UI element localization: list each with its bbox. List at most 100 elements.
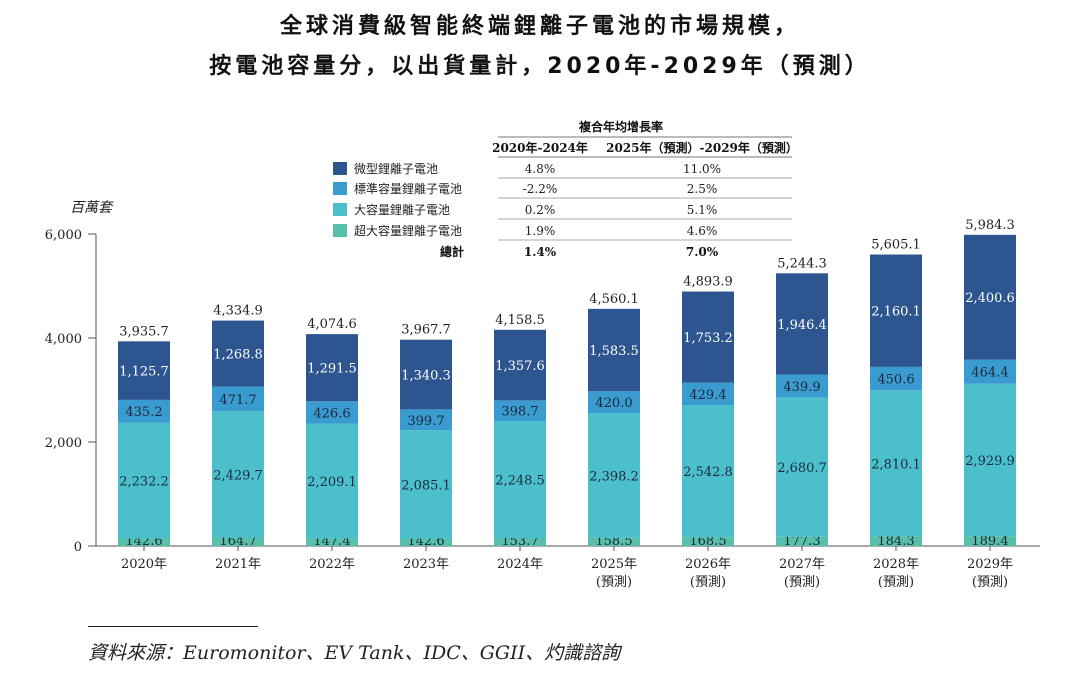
- bar-segment-standard: [494, 400, 546, 422]
- data-label-standard: 471.7: [219, 393, 256, 408]
- data-label-micro: 1,357.6: [495, 359, 545, 374]
- bar-segment-standard: [682, 382, 734, 406]
- total-label: 4,074.6: [307, 317, 357, 332]
- data-label-xlarge: 164.7: [219, 534, 256, 549]
- bar-segment-micro: [870, 254, 922, 367]
- data-label-micro: 1,753.2: [683, 331, 733, 346]
- cagr-value: 4.6%: [687, 224, 718, 238]
- bar-segment-standard: [212, 386, 264, 412]
- x-tick-label: 2020年: [121, 557, 167, 572]
- data-label-xlarge: 168.5: [689, 534, 726, 549]
- data-label-micro: 1,291.5: [307, 362, 357, 377]
- cagr-value: 1.9%: [525, 224, 556, 238]
- bar-segment-standard: [118, 399, 170, 423]
- bar-segment-large: [964, 383, 1016, 537]
- x-tick-label: 2022年: [309, 557, 355, 572]
- cagr-total-value: 7.0%: [686, 245, 719, 259]
- total-label: 5,605.1: [871, 238, 921, 253]
- data-label-large: 2,248.5: [495, 474, 545, 489]
- y-tick-label: 4,000: [45, 332, 82, 347]
- data-label-large: 2,810.1: [871, 457, 921, 472]
- bar-segment-large: [494, 421, 546, 539]
- chart-title-line2: 按電池容量分，以出貨量計，2020年-2029年（預測）: [209, 54, 871, 79]
- data-label-micro: 1,340.3: [401, 369, 451, 384]
- data-label-micro: 1,946.4: [777, 318, 827, 333]
- bar-segment-xlarge: [306, 538, 358, 546]
- total-label: 4,158.5: [495, 313, 545, 328]
- bar-segment-large: [776, 397, 828, 537]
- x-tick-label: 2021年: [215, 557, 261, 572]
- cagr-value: -2.2%: [523, 182, 558, 196]
- data-label-micro: 1,125.7: [119, 365, 169, 380]
- x-tick-label: 2029年: [967, 557, 1013, 572]
- cagr-value: 5.1%: [687, 203, 718, 217]
- data-label-standard: 420.0: [595, 396, 632, 411]
- bar-segment-micro: [400, 339, 452, 410]
- data-label-standard: 399.7: [407, 414, 444, 429]
- bar-segment-large: [682, 405, 734, 538]
- cagr-col1-header: 2020年-2024年: [492, 140, 588, 155]
- bar-segment-micro: [212, 320, 264, 387]
- data-label-standard: 398.7: [501, 405, 538, 420]
- data-label-large: 2,929.9: [965, 454, 1015, 469]
- y-tick-label: 6,000: [45, 228, 82, 243]
- legend-swatch-standard: [333, 182, 347, 195]
- x-tick-label: 2024年: [497, 557, 543, 572]
- bar-segment-micro: [776, 273, 828, 375]
- bar-segment-standard: [870, 366, 922, 391]
- chart-title-line1: 全球消費級智能終端鋰離子電池的市場規模，: [279, 14, 800, 39]
- source-divider: [88, 626, 258, 627]
- data-label-standard: 435.2: [125, 405, 162, 420]
- x-tick-label: 2025年: [591, 557, 637, 572]
- total-label: 4,560.1: [589, 292, 639, 307]
- bar-segment-xlarge: [494, 538, 546, 546]
- legend-swatch-large: [333, 203, 347, 216]
- data-label-xlarge: 184.3: [877, 534, 914, 549]
- x-tick-label: 2027年: [779, 557, 825, 572]
- bar-segment-xlarge: [212, 537, 264, 546]
- bar-segment-micro: [588, 308, 640, 392]
- bar-segment-large: [212, 411, 264, 538]
- total-label: 4,334.9: [213, 304, 263, 319]
- legend-label-micro: 微型鋰離子電池: [354, 162, 438, 176]
- data-label-standard: 429.4: [689, 388, 726, 403]
- source-note: 資料來源：Euromonitor、EV Tank、IDC、GGII、灼識諮詢: [88, 642, 621, 664]
- bar-segment-large: [400, 430, 452, 539]
- cagr-total-value: 1.4%: [524, 245, 557, 259]
- x-tick-label: 2026年: [685, 557, 731, 572]
- x-tick-sublabel: (預測): [690, 575, 726, 590]
- bar-segment-xlarge: [964, 536, 1016, 546]
- data-label-micro: 2,160.1: [871, 305, 921, 320]
- bar-segment-xlarge: [588, 537, 640, 546]
- legend-label-large: 大容量鋰離子電池: [354, 202, 450, 217]
- bar-segment-standard: [964, 359, 1016, 384]
- cagr-value: 0.2%: [525, 203, 556, 217]
- bar-segment-large: [870, 390, 922, 537]
- legend-label-standard: 標準容量鋰離子電池: [354, 181, 462, 196]
- cagr-col2-header: 2025年（預測）-2029年（預測）: [606, 140, 798, 155]
- bar-segment-xlarge: [776, 536, 828, 546]
- x-tick-sublabel: (預測): [878, 575, 914, 590]
- bar-segment-standard: [776, 374, 828, 398]
- bar-segment-large: [306, 423, 358, 539]
- x-tick-sublabel: (預測): [784, 575, 820, 590]
- data-label-large: 2,232.2: [119, 475, 169, 490]
- bar-segment-micro: [494, 329, 546, 401]
- y-axis-title: 百萬套: [70, 200, 114, 216]
- total-label: 4,893.9: [683, 275, 733, 290]
- legend-swatch-micro: [333, 162, 347, 175]
- data-label-xlarge: 189.4: [971, 534, 1008, 549]
- legend-swatch-xlarge: [333, 224, 347, 237]
- x-tick-sublabel: (預測): [972, 575, 1008, 590]
- stacked-bar-chart: 百萬套02,0004,0006,000142.62,232.2435.21,12…: [45, 119, 1040, 590]
- bar-segment-xlarge: [682, 537, 734, 546]
- data-label-large: 2,680.7: [777, 461, 827, 476]
- bar-segment-large: [588, 413, 640, 538]
- bar-segment-standard: [306, 401, 358, 424]
- bar-segment-xlarge: [118, 538, 170, 546]
- data-label-standard: 439.9: [783, 380, 820, 395]
- y-tick-label: 2,000: [45, 436, 82, 451]
- x-tick-sublabel: (預測): [596, 575, 632, 590]
- cagr-value: 4.8%: [525, 162, 556, 176]
- cagr-total-label: 總計: [440, 244, 464, 259]
